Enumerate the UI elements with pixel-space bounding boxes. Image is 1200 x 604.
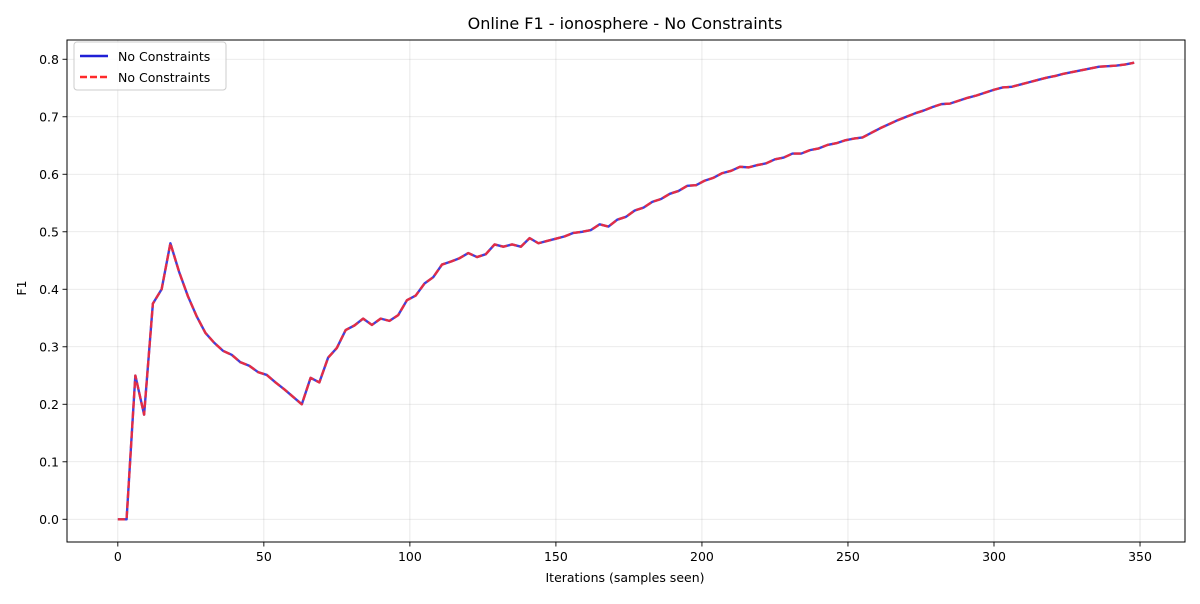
y-tick-label: 0.8 [39,52,59,67]
y-tick-label: 0.1 [39,454,59,469]
x-tick-label: 150 [544,549,568,564]
x-tick-label: 50 [256,549,272,564]
x-tick-label: 350 [1128,549,1152,564]
legend-label-series-2: No Constraints [118,70,210,85]
y-axis-label: F1 [14,280,29,295]
y-axis-ticks: 0.0 0.1 0.2 0.3 0.4 0.5 0.6 0.7 0.8 [39,52,67,527]
y-tick-label: 0.5 [39,224,59,239]
legend-label-series-1: No Constraints [118,49,210,64]
x-tick-label: 250 [836,549,860,564]
y-tick-label: 0.6 [39,167,59,182]
plot-frame [66,39,1186,543]
x-tick-label: 300 [982,549,1006,564]
x-axis-ticks: 0 50 100 150 200 250 300 350 [114,542,1152,564]
x-tick-label: 0 [114,549,122,564]
x-tick-label: 100 [398,549,422,564]
y-tick-label: 0.0 [39,512,59,527]
series-line-2 [117,61,1135,521]
series-line-1 [117,61,1135,521]
y-tick-label: 0.3 [39,339,59,354]
y-tick-label: 0.4 [39,282,59,297]
x-axis-label: Iterations (samples seen) [545,570,704,585]
legend-box [73,41,227,91]
series-lines [117,61,1135,521]
chart-title: Online F1 - ionosphere - No Constraints [468,14,783,33]
y-tick-label: 0.7 [39,109,59,124]
legend: No Constraints No Constraints [73,41,227,91]
grid [67,40,1185,542]
x-tick-label: 200 [690,549,714,564]
y-tick-label: 0.2 [39,397,59,412]
